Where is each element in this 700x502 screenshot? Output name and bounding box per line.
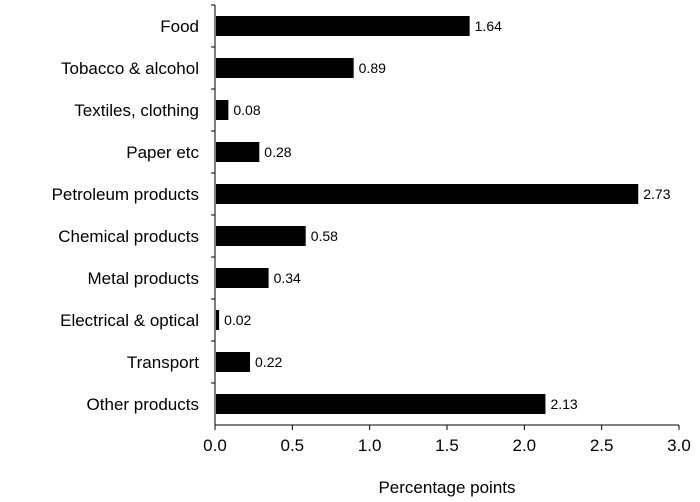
x-tick-label: 1.0 [358,436,382,455]
bar [216,310,220,330]
category-label: Electrical & optical [60,311,199,330]
data-label: 0.34 [274,270,301,286]
bar [216,58,354,78]
category-label: Transport [127,353,199,372]
data-label: 2.13 [550,396,577,412]
x-tick-label: 1.5 [435,436,459,455]
category-label: Chemical products [58,227,199,246]
bar [216,16,470,36]
category-labels: Food Tobacco & alcohol Textiles, clothing P… [52,17,200,414]
category-label: Food [160,17,199,36]
data-label: 0.08 [233,102,260,118]
x-tick-label: 0.0 [203,436,227,455]
bar [216,100,229,120]
x-tick-label: 2.5 [590,436,614,455]
bar [216,268,269,288]
data-label: 0.89 [359,60,386,76]
value-labels: 1.64 0.89 0.08 0.28 2.73 0.58 0.34 0.02 0.22 2.13 [224,18,671,412]
bar [216,184,639,204]
bars-layer [216,16,639,414]
data-label: 0.28 [264,144,291,160]
category-label: Paper etc [126,143,199,162]
x-tick-label: 2.0 [513,436,537,455]
bar [216,142,260,162]
category-label: Other products [87,395,199,414]
category-label: Textiles, clothing [74,101,199,120]
x-tick-label: 3.0 [667,436,691,455]
data-label: 2.73 [643,186,670,202]
category-label: Petroleum products [52,185,199,204]
data-label: 0.22 [255,354,282,370]
data-label: 0.02 [224,312,251,328]
bar [216,352,251,372]
data-label: 0.58 [311,228,338,244]
bar [216,226,306,246]
bar [216,394,546,414]
x-axis-title: Percentage points [378,478,515,497]
data-label: 1.64 [475,18,502,34]
x-tick-label: 0.5 [281,436,305,455]
x-ticks: 0.0 0.5 1.0 1.5 2.0 2.5 3.0 [203,425,691,455]
category-label: Tobacco & alcohol [61,59,199,78]
category-label: Metal products [88,269,200,288]
